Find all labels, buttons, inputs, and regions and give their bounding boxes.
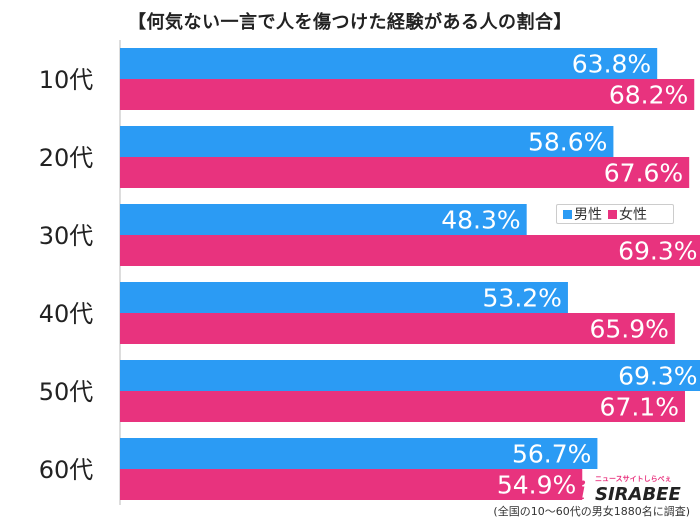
bar-male [120,204,527,235]
data-label: 56.7% [512,440,591,469]
bar-male [120,126,614,157]
bar-female [120,313,675,344]
data-label: 69.3% [618,362,697,391]
category-label: 10代 [39,66,94,94]
bar-female [120,469,583,500]
category-label: 40代 [39,300,94,328]
data-label: 54.9% [497,471,576,500]
data-label: 63.8% [572,50,651,79]
data-label: 68.2% [609,81,688,110]
category-label: 50代 [39,378,94,406]
bar-female [120,157,690,188]
chart-title: 【何気ない一言で人を傷つけた経験がある人の割合】 [128,12,572,33]
bar-female [120,391,685,422]
logo-tagline: ニュースサイトしらべぇ [595,475,672,483]
bar-male [120,282,568,313]
bar-male [120,360,700,391]
legend-label-male: 男性 [574,207,602,223]
sirabee-logo: ニュースサイトしらべぇ i SIRABEE [575,474,685,505]
logo-mark-icon: i [577,476,587,505]
data-label: 53.2% [483,284,562,313]
category-label: 60代 [39,456,94,484]
data-label: 69.3% [618,237,697,266]
legend-swatch-female [608,209,617,219]
data-label: 48.3% [441,206,520,235]
legend-label-female: 女性 [619,207,647,223]
legend-item-male: 男性 [563,204,602,224]
legend-item-female: 女性 [608,204,647,224]
category-label: 20代 [39,144,94,172]
bar-female [120,79,695,110]
data-label: 65.9% [589,315,668,344]
data-label: 67.1% [600,393,679,422]
bar-male [120,438,598,469]
bar-female [120,235,700,266]
data-label: 58.6% [528,128,607,157]
legend-swatch-male [563,209,572,219]
survey-footnote: (全国の10〜60代の男女1880名に調査) [493,505,690,518]
data-label: 67.6% [604,159,683,188]
bar-male [120,48,658,79]
logo-text: SIRABEE [595,484,681,505]
category-label: 30代 [39,222,94,250]
chart-legend: 男性 女性 [556,204,674,224]
